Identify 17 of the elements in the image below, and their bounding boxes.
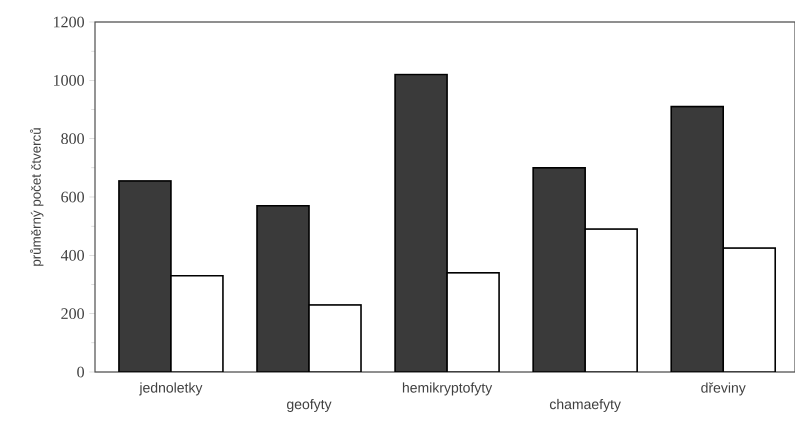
bar: [308, 304, 362, 372]
bar: [170, 274, 224, 372]
x-tick-label: chamaefyty: [550, 398, 621, 412]
x-tick-label: hemikryptofyty: [402, 382, 492, 396]
y-axis-title: průměrný počet čtverců: [30, 128, 44, 266]
y-tick-label: 0: [77, 366, 84, 378]
y-tick-label: 1000: [54, 74, 84, 86]
y-tick-label: 1200: [54, 16, 84, 28]
x-tick-label: dřeviny: [701, 382, 746, 396]
x-tick-label: geofyty: [287, 398, 332, 412]
bar: [584, 228, 638, 372]
y-tick-label: 400: [60, 250, 84, 261]
y-tick-label: 600: [61, 192, 84, 202]
y-tick-label: 800: [61, 133, 84, 144]
bar: [446, 272, 500, 372]
y-tick-label: 200: [61, 308, 84, 320]
x-tick-label: jednoletky: [139, 382, 202, 396]
